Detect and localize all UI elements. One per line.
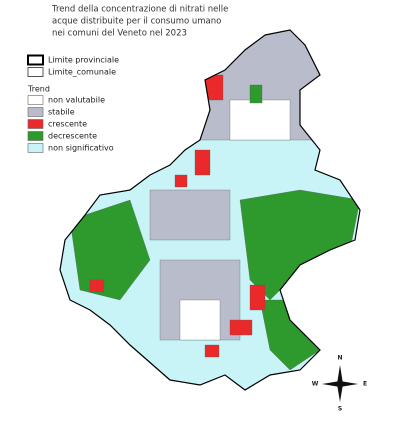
municipality xyxy=(149,189,231,241)
municipality xyxy=(229,99,291,141)
title-line: nei comuni del Veneto nel 2023 xyxy=(52,29,187,39)
legend-label: non significativo xyxy=(48,144,114,153)
legend-title: Trend xyxy=(27,85,50,94)
legend-swatch xyxy=(27,107,44,117)
municipality xyxy=(179,299,221,341)
legend-label: decrescente xyxy=(48,132,97,141)
legend-label: stabile xyxy=(48,108,75,117)
title-line: acque distribuite per il consumo umano xyxy=(52,17,221,27)
boundary-swatch xyxy=(27,67,44,77)
municipality xyxy=(174,174,188,188)
compass-label: E xyxy=(363,381,367,388)
municipality xyxy=(249,84,263,104)
municipality xyxy=(89,279,105,293)
legend-label: crescente xyxy=(48,120,87,129)
title-line: Trend della concentrazione di nitrati ne… xyxy=(51,5,228,15)
legend-swatch xyxy=(27,131,44,141)
legend-label: Limite provinciale xyxy=(48,56,119,65)
legend-label: Limite_comunale xyxy=(48,68,116,77)
municipality xyxy=(229,319,253,336)
legend-swatch xyxy=(27,143,44,153)
municipality xyxy=(249,284,266,311)
municipality xyxy=(194,149,211,176)
legend-label: non valutabile xyxy=(48,96,105,105)
compass-label: S xyxy=(338,406,342,413)
boundary-swatch xyxy=(27,54,44,66)
legend-swatch xyxy=(27,119,44,129)
municipality xyxy=(69,199,151,301)
legend-swatch xyxy=(27,95,44,105)
compass: N S W E xyxy=(312,355,367,413)
compass-label: W xyxy=(312,381,319,388)
legend: Limite provinciale Limite_comunale Trend no… xyxy=(27,54,119,153)
municipality xyxy=(204,344,220,358)
compass-label: N xyxy=(337,355,342,362)
